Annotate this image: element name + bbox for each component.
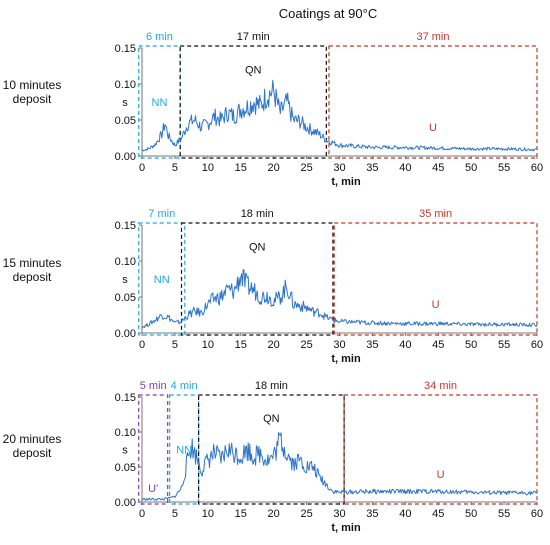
- panel-3-segment-duration-1: 5 min: [140, 380, 167, 392]
- panel-2-xtick-label: 40: [399, 339, 411, 351]
- panel-2-y-axis-label: s: [122, 274, 128, 286]
- panel-1-ytick-label: 0.15: [115, 43, 136, 55]
- panel-2-series-line: [141, 269, 538, 329]
- panel-3-segment-name-3: QN: [263, 413, 280, 425]
- panel-1-segment-name-3: U: [429, 122, 437, 134]
- panel-1-row-label-line-2: deposit: [13, 92, 52, 106]
- panel-1-xtick-label: 60: [531, 162, 543, 174]
- panel-2-segment-box-2: [180, 222, 334, 336]
- panel-1-row-label-line-1: 10 minutes: [3, 78, 62, 92]
- panel-2-segment-box-1: [138, 222, 186, 336]
- panel-2-segment-box-3: [333, 222, 538, 336]
- panel-1-x-axis-label: t, min: [331, 176, 361, 188]
- panel-1-ytick-label: 0.00: [115, 151, 136, 163]
- panel-2-segment-name-2: QN: [249, 242, 266, 254]
- panel-3-segment-name-2: NN: [176, 445, 192, 457]
- panel-3-xtick-label: 40: [399, 508, 411, 520]
- panel-1-xtick-label: 20: [268, 162, 280, 174]
- panel-1-segment-box-3: [328, 45, 538, 159]
- panel-3-xtick-label: 15: [235, 508, 247, 520]
- panel-3-xtick-label: 5: [172, 508, 178, 520]
- panel-3-segment-box-1: [138, 394, 169, 505]
- panel-3-ytick-label: 0.00: [115, 497, 136, 509]
- panel-1-ytick-label: 0.05: [115, 115, 136, 127]
- panel-1-xtick-label: 15: [235, 162, 247, 174]
- panel-1-xtick-label: 30: [333, 162, 345, 174]
- panel-2-xtick-label: 20: [268, 339, 280, 351]
- panel-3-segment-duration-2: 4 min: [171, 380, 198, 392]
- panel-1-segment-duration-2: 17 min: [237, 31, 270, 43]
- panel-3-y-axis-label: s: [122, 445, 128, 457]
- panel-3-xtick-label: 55: [498, 508, 510, 520]
- panel-1-ytick-label: 0.10: [115, 79, 136, 91]
- panel-3-ytick-label: 0.15: [115, 392, 136, 404]
- panel-1-xtick-label: 35: [366, 162, 378, 174]
- panel-2-xtick-label: 45: [432, 339, 444, 351]
- panel-3-segment-box-2: [169, 394, 200, 505]
- panel-1-xtick-label: 5: [172, 162, 178, 174]
- panel-3-ytick-label: 0.10: [115, 427, 136, 439]
- panel-2-segment-duration-2: 18 min: [241, 208, 274, 220]
- panel-3-xtick-label: 0: [139, 508, 145, 520]
- panel-1-xtick-label: 10: [202, 162, 214, 174]
- panel-1-xtick-label: 50: [465, 162, 477, 174]
- panel-2-xtick-label: 0: [139, 339, 145, 351]
- panel-3-xtick-label: 10: [202, 508, 214, 520]
- panel-3-segment-duration-4: 34 min: [424, 380, 457, 392]
- panel-2-row-label-line-1: 15 minutes: [3, 256, 62, 270]
- panel-1-xtick-label: 0: [139, 162, 145, 174]
- panel-2-xtick-label: 5: [172, 339, 178, 351]
- panel-2-xtick-label: 25: [300, 339, 312, 351]
- panel-2-xtick-label: 10: [202, 339, 214, 351]
- panel-3-row-label-line-2: deposit: [13, 446, 52, 460]
- panel-3-xtick-label: 60: [531, 508, 543, 520]
- panel-1-xtick-label: 45: [432, 162, 444, 174]
- panel-2-row-label-line-2: deposit: [13, 270, 52, 284]
- panel-2-ytick-label: 0.15: [115, 220, 136, 232]
- panel-2-ytick-label: 0.05: [115, 292, 136, 304]
- panel-1-xtick-label: 25: [300, 162, 312, 174]
- panel-3-row-label-line-1: 20 minutes: [3, 432, 62, 446]
- panel-2-xtick-label: 60: [531, 339, 543, 351]
- panel-3-xtick-label: 45: [432, 508, 444, 520]
- panel-3-segment-name-4: U: [437, 469, 445, 481]
- panel-1-series-line: [141, 79, 538, 152]
- panel-2-xtick-label: 55: [498, 339, 510, 351]
- panel-2-ytick-label: 0.00: [115, 328, 136, 340]
- panel-3-xtick-label: 25: [300, 508, 312, 520]
- panel-2-xtick-label: 35: [366, 339, 378, 351]
- panel-3-x-axis-label: t, min: [331, 522, 361, 534]
- figure-title: Coatings at 90°C: [279, 6, 377, 21]
- panel-2-segment-name-3: U: [432, 299, 440, 311]
- panel-1-xtick-label: 55: [498, 162, 510, 174]
- panel-2-segment-name-1: NN: [154, 274, 170, 286]
- panel-3-xtick-label: 30: [333, 508, 345, 520]
- panel-2-segment-duration-3: 35 min: [419, 208, 452, 220]
- panel-2-segment-duration-1: 7 min: [148, 208, 175, 220]
- panel-3-segment-duration-3: 18 min: [255, 380, 288, 392]
- panel-1-segment-name-2: QN: [245, 65, 262, 77]
- panel-2-ytick-label: 0.10: [115, 256, 136, 268]
- panel-3-xtick-label: 50: [465, 508, 477, 520]
- panel-1-segment-duration-1: 6 min: [146, 31, 173, 43]
- panel-2-xtick-label: 50: [465, 339, 477, 351]
- panel-3-series-line: [141, 431, 538, 501]
- panel-3-segment-box-3: [198, 394, 345, 505]
- panel-3-ytick-label: 0.05: [115, 462, 136, 474]
- panel-3-xtick-label: 35: [366, 508, 378, 520]
- panel-3-segment-box-4: [343, 394, 538, 505]
- panel-1-segment-name-1: NN: [152, 97, 168, 109]
- panel-2-xtick-label: 15: [235, 339, 247, 351]
- panel-3-segment-name-1: U': [148, 483, 158, 495]
- panel-1-segment-box-2: [179, 45, 327, 159]
- panel-1-segment-duration-3: 37 min: [416, 31, 449, 43]
- panel-2-x-axis-label: t, min: [331, 353, 361, 365]
- panel-1-xtick-label: 40: [399, 162, 411, 174]
- panel-3-xtick-label: 20: [268, 508, 280, 520]
- panel-1-y-axis-label: s: [122, 97, 128, 109]
- panel-2-xtick-label: 30: [333, 339, 345, 351]
